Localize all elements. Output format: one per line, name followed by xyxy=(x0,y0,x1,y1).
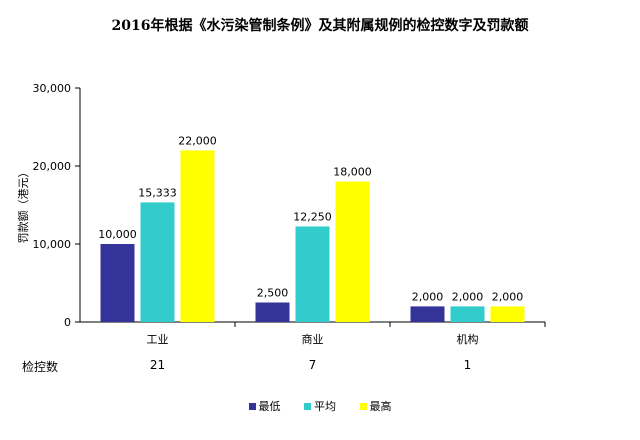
data-label: 22,000 xyxy=(178,134,217,147)
bar xyxy=(295,226,330,322)
legend-item-max: 最高 xyxy=(359,398,392,414)
x-tick-label: 商业 xyxy=(302,332,324,346)
legend-swatch-min xyxy=(248,402,256,410)
legend-swatch-max xyxy=(359,402,367,410)
bar xyxy=(100,244,135,322)
legend-label-avg: 平均 xyxy=(314,400,336,413)
legend-item-min: 最低 xyxy=(248,398,281,414)
legend-label-max: 最高 xyxy=(369,400,392,413)
prosecution-count: 21 xyxy=(149,358,166,372)
data-label: 10,000 xyxy=(98,228,137,241)
y-tick-label: 10,000 xyxy=(33,238,72,251)
chart-title: 2016年根据《水污染管制条例》及其附属规例的检控数字及罚款额 xyxy=(111,18,529,34)
data-label: 2,000 xyxy=(492,290,524,303)
data-label: 2,000 xyxy=(452,290,484,303)
legend: 最低 平均 最高 xyxy=(0,398,640,414)
bar xyxy=(410,306,445,322)
y-tick-label: 20,000 xyxy=(33,160,72,173)
prosecution-count: 7 xyxy=(308,358,317,372)
prosecution-count-label: 检控数 xyxy=(22,360,59,374)
data-label: 2,000 xyxy=(412,290,444,303)
y-tick-label: 30,000 xyxy=(33,82,72,95)
legend-swatch-avg xyxy=(304,402,311,410)
bar xyxy=(180,150,215,322)
bar xyxy=(255,302,290,322)
legend-label-min: 最低 xyxy=(258,400,281,413)
bar xyxy=(140,202,175,322)
legend-item-avg: 平均 xyxy=(304,398,336,414)
data-label: 18,000 xyxy=(333,166,372,179)
data-label: 2,500 xyxy=(257,287,289,300)
data-label: 15,333 xyxy=(138,186,177,199)
data-label: 12,250 xyxy=(293,210,332,223)
y-axis-label: 罚款额（港元） xyxy=(16,167,30,244)
bar xyxy=(335,181,370,322)
prosecution-count: 1 xyxy=(463,358,472,372)
bar xyxy=(490,306,525,322)
x-tick-label: 机构 xyxy=(457,332,479,346)
bar xyxy=(450,306,485,322)
x-tick-label: 工业 xyxy=(147,333,169,346)
y-tick-label: 0 xyxy=(64,316,71,329)
